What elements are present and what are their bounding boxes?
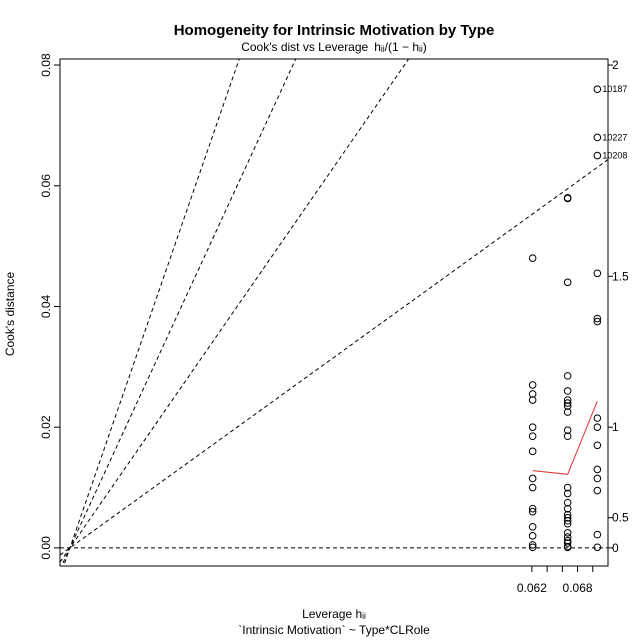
point-label: 10208 bbox=[602, 151, 627, 161]
chart-subtitle-prefix: Cook's dist vs Leverage bbox=[241, 40, 368, 54]
contour-label-0: 0 bbox=[612, 541, 619, 555]
data-point bbox=[528, 543, 537, 552]
model-formula: `Intrinsic Motivation` ~ Type*CLRole bbox=[238, 623, 430, 637]
y-tick-label: 0.08 bbox=[39, 53, 53, 77]
contour-level-axis: 0 0.5 1 1.5 2 bbox=[608, 58, 629, 555]
data-point bbox=[528, 507, 537, 516]
y-axis: 0.00 0.02 0.04 0.06 0.08 bbox=[39, 53, 60, 560]
y-tick-label: 0.06 bbox=[39, 174, 53, 198]
plot-frame bbox=[59, 58, 609, 567]
data-point bbox=[528, 447, 537, 456]
data-point bbox=[593, 423, 602, 431]
data-point bbox=[528, 474, 537, 483]
data-point bbox=[563, 510, 572, 519]
data-point bbox=[563, 194, 572, 203]
data-point bbox=[563, 504, 572, 513]
data-point bbox=[528, 381, 537, 389]
data-point bbox=[593, 543, 602, 552]
data-point bbox=[528, 390, 537, 398]
data-point bbox=[528, 254, 537, 262]
data-point bbox=[593, 269, 602, 278]
data-point bbox=[563, 408, 572, 416]
data-point bbox=[528, 522, 537, 531]
data-point bbox=[563, 533, 572, 541]
data-point bbox=[563, 396, 572, 404]
x-tick-label: 0.068 bbox=[563, 581, 593, 595]
cooks-contour-lines bbox=[60, 59, 608, 566]
y-tick-label: 0.00 bbox=[39, 536, 53, 560]
x-axis-label: Leverage hᵢᵢ bbox=[302, 607, 366, 621]
data-point bbox=[528, 504, 537, 513]
data-point bbox=[528, 541, 537, 549]
data-point bbox=[593, 314, 602, 323]
data-point bbox=[593, 530, 602, 539]
data-point bbox=[563, 539, 572, 547]
chart-title: Homogeneity for Intrinsic Motivation by … bbox=[174, 22, 495, 39]
data-point bbox=[593, 474, 602, 483]
data-point bbox=[563, 387, 572, 395]
data-point bbox=[593, 85, 602, 93]
data-point bbox=[563, 402, 572, 410]
x-axis: 0.062 0.068 bbox=[517, 566, 594, 595]
point-annotations: 10187 10227 10208 bbox=[602, 84, 627, 160]
data-point bbox=[593, 465, 602, 474]
smooth-line bbox=[532, 401, 598, 475]
contour-line-0-5 bbox=[60, 159, 608, 556]
contour-label-1-5: 1.5 bbox=[612, 269, 629, 283]
data-point bbox=[528, 432, 537, 441]
data-point bbox=[563, 498, 572, 507]
data-point bbox=[563, 432, 572, 441]
contour-line-1 bbox=[60, 59, 410, 563]
data-point bbox=[563, 513, 572, 522]
data-point bbox=[563, 278, 572, 287]
y-axis-label: Cook's distance bbox=[3, 272, 17, 357]
contour-label-2: 2 bbox=[612, 58, 619, 72]
data-point bbox=[528, 483, 537, 492]
data-point bbox=[528, 396, 537, 404]
y-tick-label: 0.02 bbox=[39, 415, 53, 439]
data-points bbox=[528, 85, 602, 552]
x-tick-label: 0.062 bbox=[517, 581, 547, 595]
contour-line-1-5 bbox=[60, 59, 297, 566]
data-point bbox=[593, 317, 602, 326]
data-point bbox=[563, 399, 572, 407]
data-point bbox=[563, 543, 572, 552]
data-point bbox=[593, 414, 602, 422]
data-point bbox=[593, 441, 602, 450]
y-tick-label: 0.04 bbox=[39, 294, 53, 318]
data-point bbox=[528, 423, 537, 431]
data-point bbox=[563, 516, 572, 525]
data-point bbox=[563, 372, 572, 380]
chart-subtitle: Cook's dist vs Leverage hᵢᵢ/(1 − hᵢᵢ) bbox=[241, 40, 427, 54]
point-label: 10227 bbox=[602, 132, 627, 142]
data-point bbox=[593, 133, 602, 142]
data-point bbox=[563, 529, 572, 537]
data-point bbox=[563, 483, 572, 492]
contour-label-1: 1 bbox=[612, 420, 619, 434]
data-point bbox=[593, 151, 602, 160]
smooth-line-group bbox=[532, 401, 598, 475]
data-point bbox=[563, 519, 572, 528]
data-point bbox=[528, 532, 537, 540]
data-point bbox=[593, 486, 602, 495]
contour-label-0-5: 0.5 bbox=[612, 511, 629, 525]
data-point bbox=[563, 426, 572, 434]
data-point bbox=[563, 489, 572, 498]
point-label: 10187 bbox=[602, 84, 627, 94]
contour-line-2 bbox=[63, 59, 240, 566]
chart-subtitle-formula: hᵢᵢ/(1 − hᵢᵢ) bbox=[374, 40, 427, 54]
